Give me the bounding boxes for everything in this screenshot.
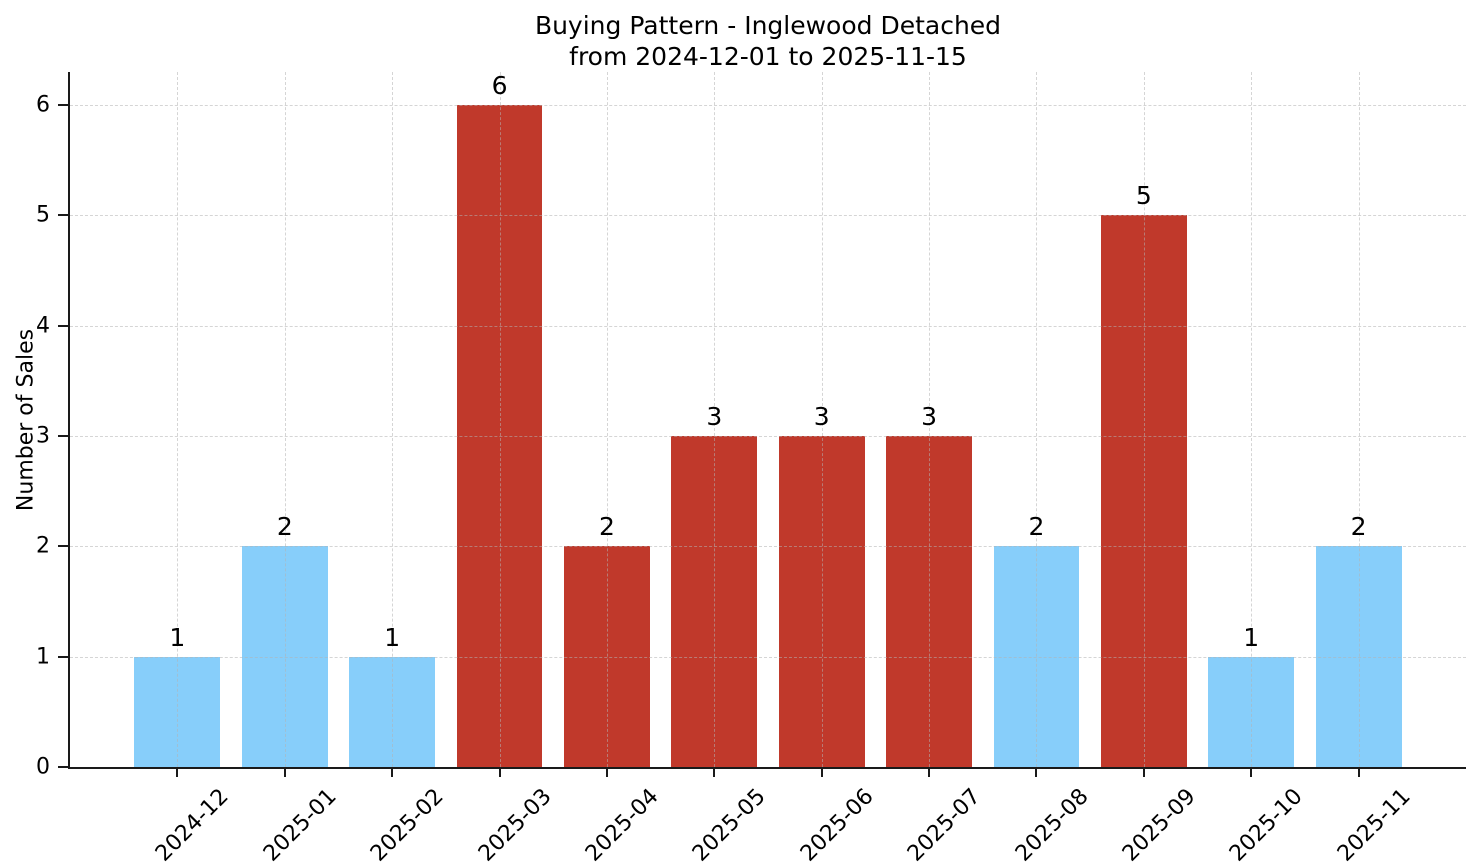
x-tick-label-2025-03: 2025-03 (473, 784, 557, 863)
chart-subtitle: from 2024-12-01 to 2025-11-15 (569, 42, 967, 71)
gridline-vertical-2025-02 (392, 72, 394, 767)
gridline-vertical-2025-07 (929, 72, 931, 767)
y-tick-label-6: 6 (36, 92, 50, 118)
gridline-vertical-2025-03 (499, 72, 501, 767)
y-tick-label-0: 0 (36, 754, 50, 780)
gridline-vertical-2025-05 (714, 72, 716, 767)
gridline-vertical-2025-04 (606, 72, 608, 767)
x-axis-spine (68, 767, 1466, 769)
bar-value-label-2025-09: 5 (1135, 181, 1152, 211)
gridline-vertical-2025-11 (1358, 72, 1360, 767)
y-tick-mark-2 (58, 545, 68, 548)
x-tick-mark-2025-02 (391, 769, 394, 777)
x-tick-label-2025-02: 2025-02 (366, 784, 449, 863)
bar-value-label-2025-05: 3 (706, 402, 723, 432)
plot-area: 1 2 1 6 2 3 3 3 2 5 1 2 (58, 71, 1466, 777)
gridline-vertical-2025-01 (284, 72, 286, 767)
chart-title: Buying Pattern - Inglewood Detached (534, 11, 1002, 40)
bar-value-label-2024-12: 1 (169, 622, 186, 652)
chart-title-block: Buying Pattern - Inglewood Detached from… (70, 10, 1466, 72)
bar-value-label-2025-11: 2 (1350, 512, 1367, 542)
bar-value-label-2025-01: 2 (276, 512, 293, 542)
bar-value-label-2025-10: 1 (1243, 622, 1260, 652)
x-tick-label-2025-06: 2025-06 (795, 784, 879, 863)
x-tick-mark-2025-07 (928, 769, 931, 777)
bar-value-label-2025-02: 1 (384, 622, 401, 652)
bar-value-label-2025-08: 2 (1028, 512, 1045, 542)
x-tick-mark-2025-08 (1035, 769, 1038, 777)
y-tick-label-4: 4 (36, 313, 50, 339)
x-tick-mark-2025-11 (1357, 769, 1360, 777)
gridline-horizontal-3 (70, 436, 1466, 438)
x-tick-label-2025-05: 2025-05 (688, 784, 771, 863)
y-tick-mark-4 (58, 324, 68, 327)
gridline-vertical-2024-12 (177, 72, 179, 767)
x-tick-mark-2025-05 (713, 769, 716, 777)
gridline-vertical-2025-06 (821, 72, 823, 767)
gridline-horizontal-1 (70, 656, 1466, 658)
y-tick-mark-6 (58, 104, 68, 107)
x-tick-mark-2024-12 (176, 769, 179, 777)
y-tick-mark-0 (58, 766, 68, 768)
x-tick-mark-2025-10 (1250, 769, 1253, 777)
bar-value-label-2025-07: 3 (921, 402, 938, 432)
y-axis-spine (68, 72, 70, 769)
bar-value-label-2025-04: 2 (598, 512, 615, 542)
x-tick-label-2025-08: 2025-08 (1010, 784, 1094, 863)
y-tick-label-2: 2 (36, 533, 50, 559)
bar-value-label-2025-03: 6 (491, 71, 508, 101)
bar-value-label-2025-06: 3 (813, 402, 830, 432)
gridline-horizontal-2 (70, 546, 1466, 548)
x-tick-label-2025-07: 2025-07 (903, 784, 986, 863)
x-tick-mark-2025-09 (1142, 769, 1145, 777)
x-tick-label-2024-12: 2024-12 (151, 784, 235, 863)
x-tick-label-2025-09: 2025-09 (1117, 784, 1201, 863)
x-tick-label-2025-01: 2025-01 (258, 784, 342, 863)
x-tick-label-2025-04: 2025-04 (580, 784, 664, 863)
y-tick-label-5: 5 (36, 202, 50, 228)
x-tick-mark-2025-01 (283, 769, 286, 777)
x-tick-mark-2025-03 (498, 769, 501, 777)
y-axis-label: Number of Sales (13, 328, 39, 512)
gridline-vertical-2025-10 (1251, 72, 1253, 767)
y-tick-mark-3 (58, 435, 68, 438)
x-tick-label-2025-11: 2025-11 (1332, 784, 1416, 863)
gridline-horizontal-4 (70, 325, 1466, 327)
y-tick-label-3: 3 (36, 423, 50, 449)
x-tick-label-2025-10: 2025-10 (1225, 784, 1308, 863)
gridline-horizontal-5 (70, 215, 1466, 217)
gridline-vertical-2025-08 (1036, 72, 1038, 767)
y-tick-mark-5 (58, 214, 68, 217)
gridline-vertical-2025-09 (1143, 72, 1145, 767)
y-tick-label-1: 1 (36, 644, 50, 670)
x-tick-mark-2025-06 (820, 769, 823, 777)
x-tick-mark-2025-04 (605, 769, 608, 777)
gridline-horizontal-6 (70, 105, 1466, 107)
y-tick-mark-1 (58, 655, 68, 658)
